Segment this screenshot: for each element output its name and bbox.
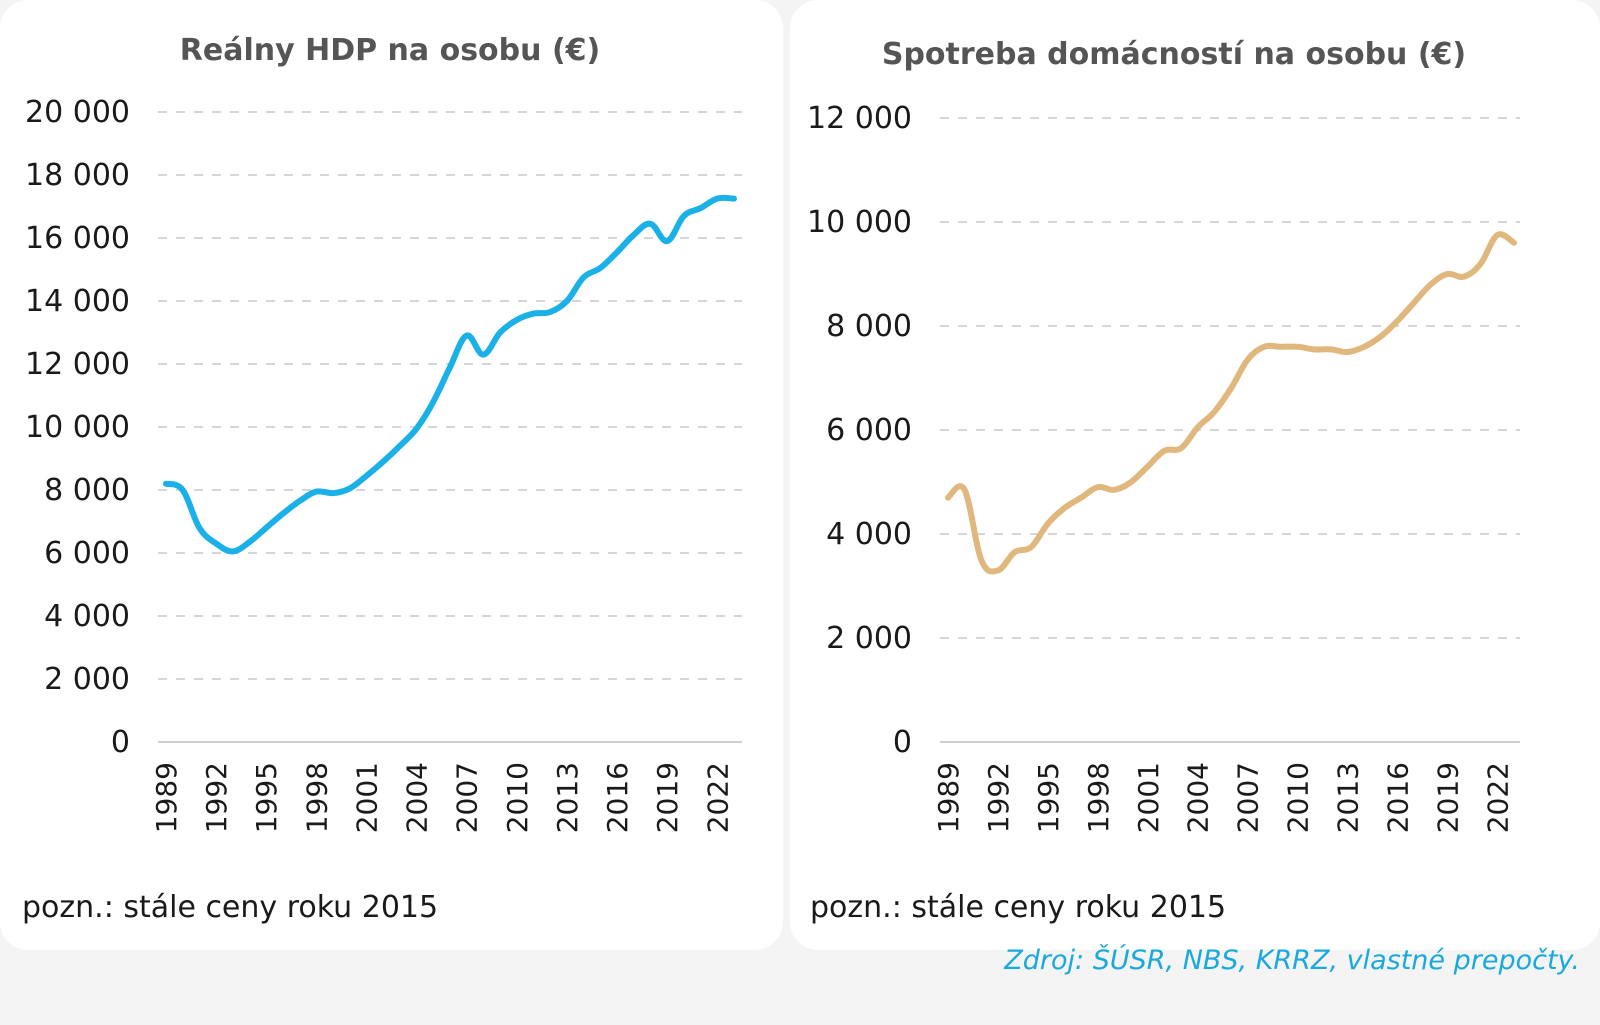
x-tick-label: 1995: [250, 762, 283, 833]
consumption-chart-svg: Spotreba domácností na osobu (€) 0 2 000 4 …: [807, 37, 1520, 833]
y-tick-label: 2 000: [44, 662, 130, 697]
chart-title: Spotreba domácností na osobu (€): [882, 37, 1466, 72]
x-tick-label: 2004: [401, 762, 434, 833]
x-tick-label: 2010: [501, 762, 534, 833]
x-tick-label: 2007: [1232, 762, 1265, 833]
x-tick-label: 2016: [1382, 762, 1415, 833]
x-tick-label: 1995: [1032, 762, 1065, 833]
x-tick-label: 2004: [1182, 762, 1215, 833]
x-tick-label: 2010: [1282, 762, 1315, 833]
y-tick-label: 10 000: [807, 205, 912, 240]
y-tick-label: 16 000: [25, 221, 130, 256]
x-tick-label: 1989: [150, 762, 183, 833]
y-tick-label: 0: [111, 725, 130, 760]
x-tick-label: 1992: [982, 762, 1015, 833]
y-tick-label: 8 000: [826, 309, 912, 344]
x-tick-label: 2013: [1332, 762, 1365, 833]
y-tick-label: 12 000: [807, 101, 912, 136]
x-tick-label: 2016: [601, 762, 634, 833]
chart-note: pozn.: stále ceny roku 2015: [810, 890, 1227, 925]
gdp-chart-svg: Reálny HDP na osobu (€) 0 2 000 4 000 6 000 8…: [25, 33, 742, 833]
x-tick-label: 1992: [200, 762, 233, 833]
x-tick-label: 1989: [932, 762, 965, 833]
consumption-series-line: [945, 231, 1517, 575]
x-tick-label: 1998: [1082, 762, 1115, 833]
x-tick-label: 1998: [300, 762, 333, 833]
chart-note: pozn.: stále ceny roku 2015: [22, 890, 439, 925]
y-tick-label: 6 000: [826, 413, 912, 448]
x-tick-label: 2022: [1481, 762, 1514, 833]
y-tick-label: 6 000: [44, 536, 130, 571]
y-tick-label: 10 000: [25, 410, 130, 445]
x-tick-label: 2001: [1132, 762, 1165, 833]
x-tick-label: 2001: [351, 762, 384, 833]
x-tick-label: 2019: [1431, 762, 1464, 833]
y-tick-label: 0: [893, 725, 912, 760]
y-tick-label: 12 000: [25, 347, 130, 382]
x-tick-label: 2022: [701, 762, 734, 833]
y-tick-label: 18 000: [25, 158, 130, 193]
y-tick-label: 4 000: [44, 599, 130, 634]
chart-panel-consumption: Spotreba domácností na osobu (€) 0 2 000 4 …: [790, 0, 1600, 950]
y-tick-label: 14 000: [25, 284, 130, 319]
x-tick-label: 2007: [451, 762, 484, 833]
source-note: Zdroj: ŠÚSR, NBS, KRRZ, vlastné prepočty…: [1004, 945, 1580, 976]
chart-panel-gdp: Reálny HDP na osobu (€) 0 2 000 4 000 6 000 8…: [0, 0, 783, 950]
y-tick-label: 4 000: [826, 517, 912, 552]
chart-title: Reálny HDP na osobu (€): [180, 33, 600, 68]
x-tick-label: 2013: [551, 762, 584, 833]
x-tick-label: 2019: [651, 762, 684, 833]
y-tick-label: 8 000: [44, 473, 130, 508]
y-tick-label: 2 000: [826, 621, 912, 656]
y-tick-label: 20 000: [25, 95, 130, 130]
gdp-series-line: [163, 194, 737, 555]
